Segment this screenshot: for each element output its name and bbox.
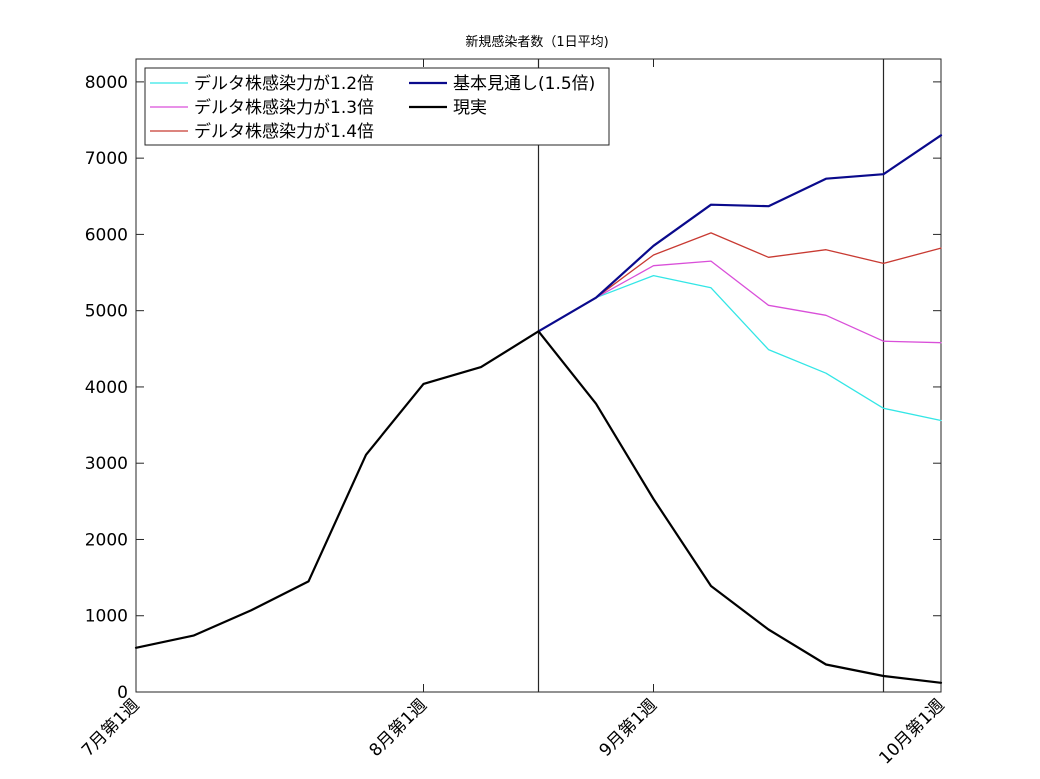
legend-label: 基本見通し(1.5倍) — [453, 74, 595, 94]
x-tick-label: 10月第1週 — [875, 695, 948, 768]
legend-label: デルタ株感染力が1.2倍 — [194, 73, 374, 94]
y-tick-label: 3000 — [85, 454, 128, 474]
series-line-3 — [537, 134, 943, 333]
legend-box — [144, 67, 610, 146]
legend-label: デルタ株感染力が1.4倍 — [194, 121, 374, 142]
series-line-0 — [537, 274, 942, 422]
y-tick-label: 8000 — [85, 73, 128, 93]
y-tick-label: 6000 — [85, 225, 128, 245]
y-tick-label: 5000 — [85, 302, 128, 322]
series-line-4 — [134, 330, 943, 684]
series-layer — [134, 134, 943, 684]
legend-label: 現実 — [453, 98, 487, 118]
x-tick-label: 7月第1週 — [78, 695, 144, 761]
chart-title: 新規感染者数（1日平均) — [465, 34, 608, 50]
legend-label: デルタ株感染力が1.3倍 — [194, 97, 374, 118]
y-axis: 0 1000 2000 3000 4000 5000 6000 7000 8000 — [85, 73, 941, 703]
y-tick-label: 0 — [117, 683, 128, 703]
y-tick-label: 4000 — [85, 378, 128, 398]
y-tick-label: 2000 — [85, 530, 128, 550]
x-tick-label: 8月第1週 — [366, 695, 432, 761]
series-line-1 — [537, 260, 942, 344]
series-line-2 — [537, 232, 942, 332]
y-tick-label: 1000 — [85, 607, 128, 627]
x-axis: 7月第1週 8月第1週 9月第1週 10月第1週 — [78, 59, 949, 769]
vertical-markers — [537, 59, 885, 692]
x-tick-label: 9月第1週 — [596, 695, 662, 761]
y-tick-label: 7000 — [85, 149, 128, 169]
